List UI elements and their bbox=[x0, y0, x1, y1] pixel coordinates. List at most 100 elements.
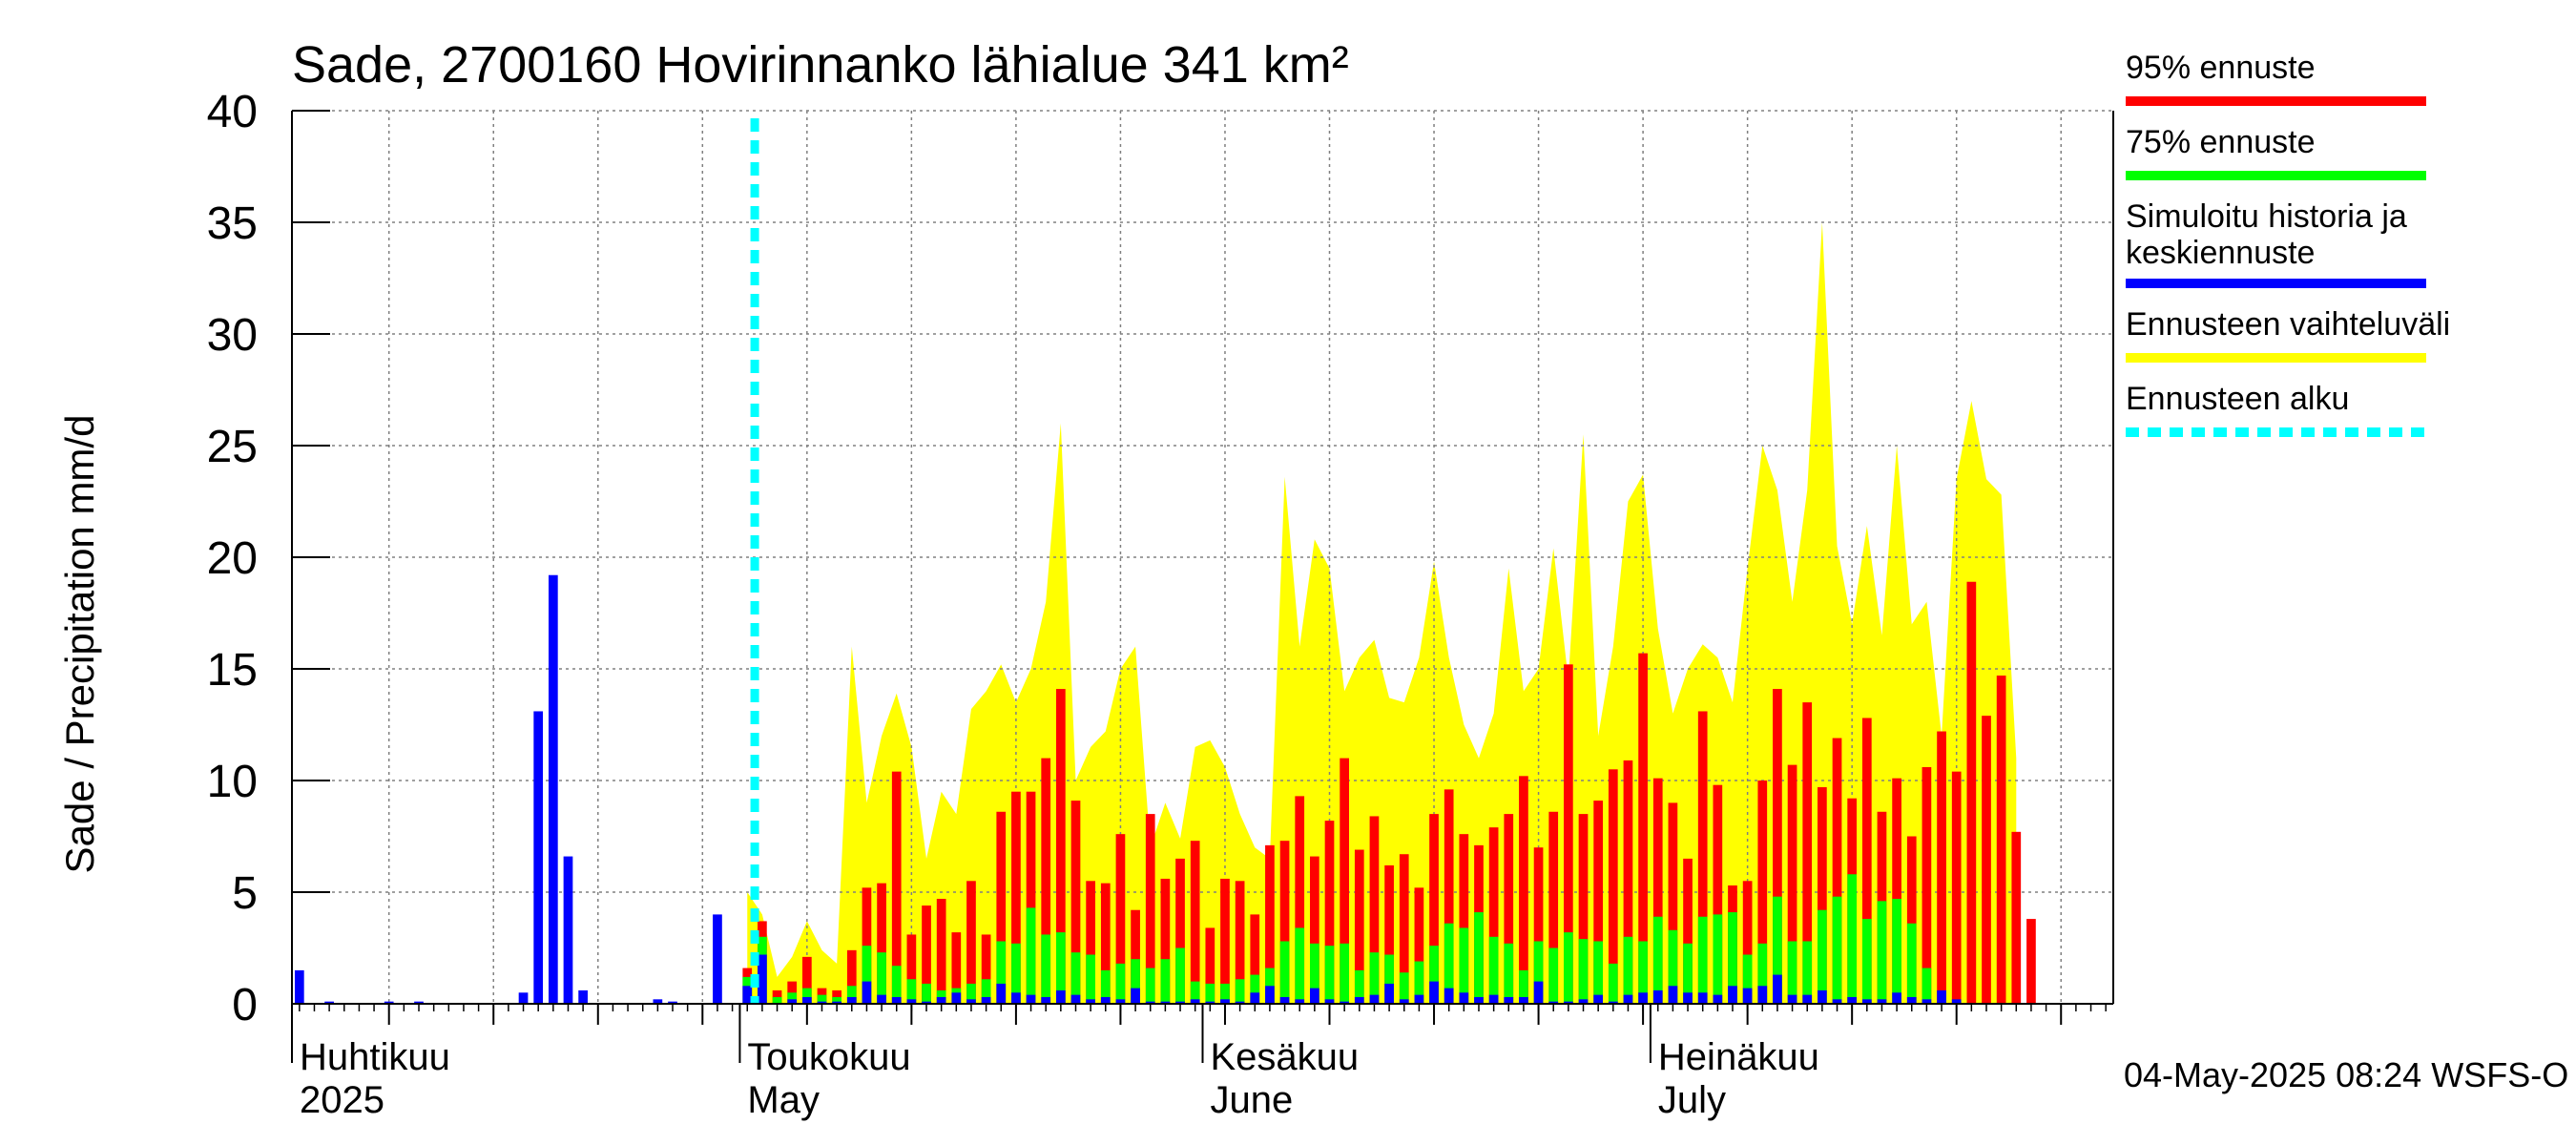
forecast-bar-p75 bbox=[1548, 947, 1559, 1004]
forecast-bar-p95 bbox=[1190, 841, 1200, 1004]
forecast-bar-median bbox=[1474, 996, 1484, 1004]
forecast-bar-p75 bbox=[891, 966, 902, 1004]
forecast-bar-median bbox=[846, 996, 857, 1004]
forecast-bar-median bbox=[1608, 1001, 1618, 1004]
forecast-bar-median bbox=[1175, 1001, 1185, 1004]
forecast-bar-p75 bbox=[1773, 896, 1782, 1004]
history-bar bbox=[578, 989, 588, 1004]
history-bar bbox=[563, 856, 573, 1004]
month-label: Kesäkuu bbox=[1211, 1036, 1360, 1078]
forecast-bar-median bbox=[832, 1001, 841, 1004]
forecast-bar-p75 bbox=[1504, 943, 1514, 1004]
forecast-bar-p75 bbox=[1429, 946, 1439, 1004]
forecast-bar-median bbox=[966, 999, 976, 1004]
forecast-bar-median bbox=[1265, 986, 1275, 1004]
forecast-bar-p75 bbox=[787, 992, 798, 1004]
forecast-bar-p95 bbox=[1533, 847, 1544, 1004]
forecast-bar-p75 bbox=[1668, 929, 1678, 1004]
forecast-bar-median bbox=[1861, 999, 1872, 1004]
forecast-bar-p95 bbox=[1488, 827, 1499, 1004]
forecast-bar-p75 bbox=[1070, 952, 1081, 1004]
forecast-bar-p95 bbox=[1996, 676, 2006, 1004]
forecast-bar-median bbox=[1683, 992, 1693, 1004]
forecast-bar-p95 bbox=[1220, 878, 1230, 1004]
forecast-bar-p95 bbox=[1131, 909, 1140, 1004]
text-layer: Sade, 2700160 Hovirinnanko lähialue 341 … bbox=[57, 36, 1819, 1121]
forecast-bar-p75 bbox=[1205, 983, 1215, 1004]
month-label: Huhtikuu bbox=[300, 1036, 450, 1078]
forecast-bar-p95 bbox=[801, 956, 812, 1004]
forecast-bar-p75 bbox=[1593, 941, 1604, 1004]
forecast-bar-median bbox=[1697, 992, 1708, 1004]
forecast-bar-p75 bbox=[1757, 943, 1768, 1004]
forecast-bar-p75 bbox=[1055, 932, 1066, 1004]
forecast-bar-p95 bbox=[1235, 881, 1245, 1004]
forecast-bar-p75 bbox=[1519, 969, 1528, 1004]
forecast-bar-median bbox=[1787, 994, 1797, 1004]
forecast-bar-p75 bbox=[1190, 981, 1200, 1004]
forecast-bar-p75 bbox=[1295, 927, 1305, 1004]
forecast-bar-p75 bbox=[1086, 954, 1095, 1004]
forecast-bar-p75 bbox=[1713, 914, 1723, 1004]
history-bar bbox=[653, 999, 663, 1004]
forecast-bar-median bbox=[1444, 988, 1454, 1004]
month-label: Toukokuu bbox=[747, 1036, 910, 1078]
forecast-bar-p95 bbox=[891, 771, 902, 1004]
month-label-secondary: July bbox=[1658, 1079, 1726, 1121]
forecast-bar-median bbox=[1459, 992, 1469, 1004]
forecast-bar-p75 bbox=[1175, 947, 1185, 1004]
forecast-bar-p75 bbox=[1564, 932, 1573, 1004]
forecast-bar-p75 bbox=[1459, 927, 1469, 1004]
month-label-secondary: 2025 bbox=[300, 1079, 384, 1121]
forecast-bar-p95 bbox=[922, 906, 931, 1004]
forecast-bar-median bbox=[1295, 999, 1305, 1004]
forecast-bar-median bbox=[1190, 999, 1200, 1004]
forecast-bar-median bbox=[1504, 996, 1514, 1004]
forecast-bar-p75 bbox=[1847, 874, 1858, 1004]
forecast-bar-p95 bbox=[1608, 769, 1618, 1004]
forecast-bar-median bbox=[1160, 1001, 1171, 1004]
forecast-bar-p95 bbox=[1548, 811, 1559, 1004]
forecast-bar-p75 bbox=[1100, 969, 1111, 1004]
forecast-bar-median bbox=[1384, 983, 1394, 1004]
forecast-bar-p75 bbox=[1235, 979, 1245, 1004]
forecast-bar-median bbox=[877, 994, 886, 1004]
forecast-bar-p95 bbox=[1459, 834, 1469, 1004]
forecast-bar-p95 bbox=[1951, 771, 1962, 1004]
forecast-bar-p95 bbox=[1384, 864, 1394, 1004]
forecast-bar-p95 bbox=[846, 949, 857, 1004]
history-bar bbox=[518, 992, 529, 1004]
forecast-bar-p95 bbox=[981, 934, 991, 1004]
forecast-bar-median bbox=[1488, 994, 1499, 1004]
forecast-bar-p95 bbox=[877, 883, 886, 1004]
history-bar bbox=[548, 574, 558, 1004]
month-label: Heinäkuu bbox=[1658, 1036, 1819, 1078]
y-tick-label: 0 bbox=[232, 980, 258, 1030]
forecast-bar-p75 bbox=[1250, 974, 1260, 1004]
forecast-bar-median bbox=[1324, 999, 1335, 1004]
legend-label: Ennusteen alku bbox=[2126, 381, 2349, 417]
forecast-bar-p95 bbox=[1742, 881, 1753, 1004]
y-tick-label: 25 bbox=[207, 422, 258, 472]
forecast-bar-median bbox=[891, 996, 902, 1004]
forecast-bar-median bbox=[1922, 999, 1932, 1004]
forecast-bar-median bbox=[817, 1001, 827, 1004]
forecast-bar-p75 bbox=[1011, 943, 1021, 1004]
forecast-bar-p95 bbox=[1265, 844, 1275, 1004]
forecast-bar-p95 bbox=[1906, 836, 1917, 1004]
forecast-bar-median bbox=[1086, 999, 1095, 1004]
forecast-bar-p95 bbox=[1011, 791, 1021, 1004]
forecast-bar-p75 bbox=[832, 996, 841, 1004]
forecast-bar-p75 bbox=[1683, 943, 1693, 1004]
forecast-bar-median bbox=[1548, 1001, 1559, 1004]
forecast-bar-p75 bbox=[1638, 941, 1648, 1004]
forecast-bar-p95 bbox=[996, 811, 1007, 1004]
forecast-bar-p95 bbox=[1414, 887, 1424, 1004]
forecast-bar-p75 bbox=[1623, 936, 1633, 1004]
forecast-bar-p95 bbox=[1429, 814, 1439, 1004]
y-tick-label: 10 bbox=[207, 757, 258, 807]
forecast-bar-p95 bbox=[1354, 849, 1364, 1004]
forecast-bar-p75 bbox=[772, 996, 782, 1004]
forecast-bar-p95 bbox=[1922, 766, 1932, 1004]
forecast-bar-p95 bbox=[2026, 919, 2036, 1004]
